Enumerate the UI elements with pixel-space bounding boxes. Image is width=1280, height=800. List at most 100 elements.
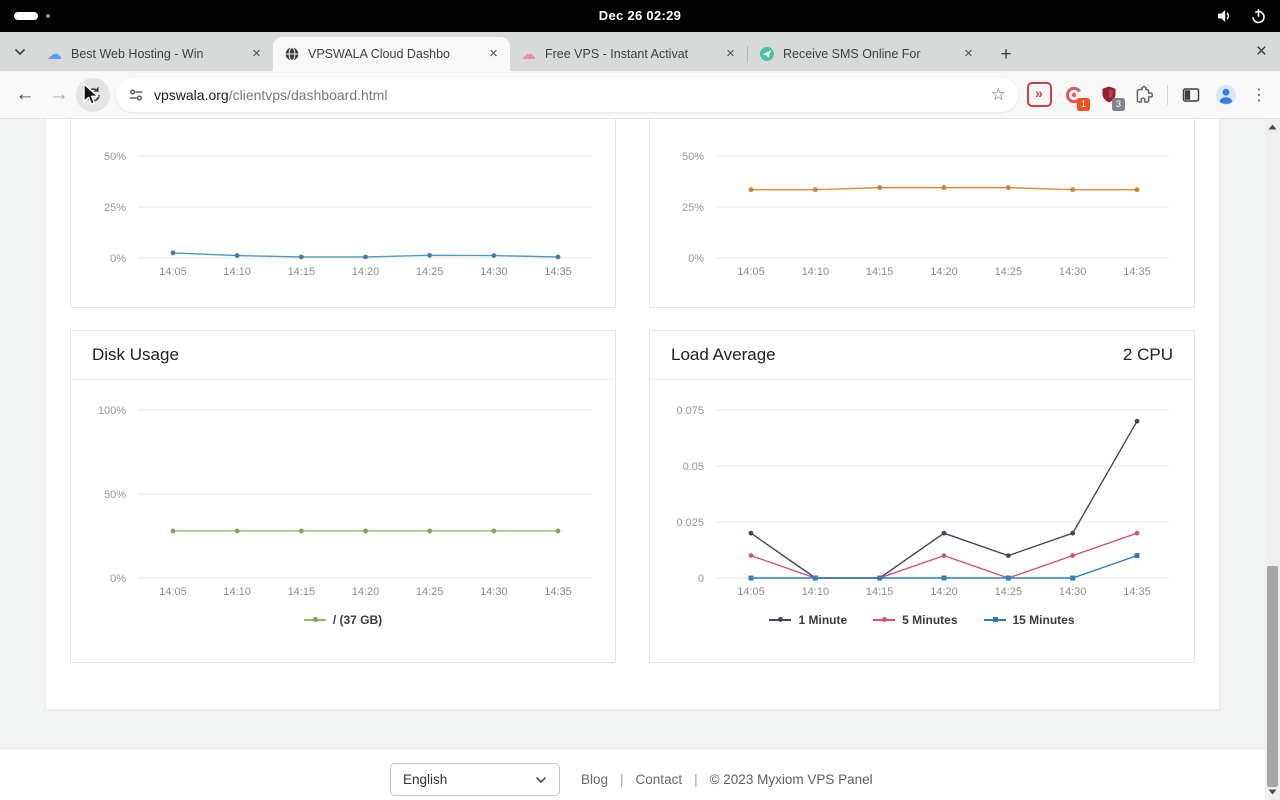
svg-text:14:30: 14:30 <box>480 266 508 278</box>
link-separator: | <box>694 772 698 787</box>
workspace-indicator-dot[interactable] <box>46 14 50 18</box>
legend-item[interactable]: / (37 GB) <box>303 613 382 627</box>
card-title: Load Average <box>671 345 776 364</box>
profile-avatar-icon[interactable] <box>1211 80 1241 110</box>
tab-search-button[interactable] <box>8 40 32 64</box>
fast-forward-extension-icon[interactable]: » <box>1024 80 1054 110</box>
blocker-extension-icon[interactable]: 1 <box>1059 80 1090 111</box>
card-header: Disk Usage <box>71 331 615 380</box>
side-panel-icon[interactable] <box>1176 80 1206 110</box>
svg-text:0.075: 0.075 <box>676 405 704 417</box>
legend-item[interactable]: 5 Minutes <box>873 613 958 627</box>
card-header: Load Average 2 CPU <box>650 331 1194 380</box>
bookmark-star-icon[interactable]: ☆ <box>990 84 1006 104</box>
toolbar-divider <box>1167 84 1168 105</box>
toolbar-icon-cluster: » 1 3 <box>1024 80 1272 111</box>
contact-link[interactable]: Contact <box>635 772 683 787</box>
svg-text:14:35: 14:35 <box>544 266 572 278</box>
usage-chart-card-top-left: 0% 25% 50% 14:05 14:10 14:15 14:20 14:25 14:30 14… <box>70 119 616 308</box>
svg-text:25%: 25% <box>682 202 704 214</box>
legend-item[interactable]: 15 Minutes <box>983 613 1075 627</box>
svg-text:14:15: 14:15 <box>288 266 316 278</box>
memory-usage-chart: 0% 25% 50% 14:05 14:10 14:15 14:20 14:25 14:30 14… <box>682 151 1169 278</box>
svg-text:14:25: 14:25 <box>995 586 1023 598</box>
svg-text:0%: 0% <box>688 253 704 265</box>
chevron-down-icon <box>535 776 547 784</box>
reload-button[interactable] <box>76 77 110 112</box>
tab-receive-sms[interactable]: Receive SMS Online For × <box>748 37 985 71</box>
svg-text:14:05: 14:05 <box>737 586 765 598</box>
svg-text:14:10: 14:10 <box>802 266 830 278</box>
svg-text:14:05: 14:05 <box>737 266 765 278</box>
site-settings-icon[interactable] <box>128 87 144 103</box>
shield-extension-icon[interactable]: 3 <box>1094 80 1125 111</box>
cloud-pink-favicon: ☁ <box>521 45 536 63</box>
svg-text:14:20: 14:20 <box>930 266 958 278</box>
disk-chart-legend: / (37 GB) <box>71 600 615 677</box>
address-bar[interactable]: vpswala.org/clientvps/dashboard.html ☆ <box>116 77 1018 112</box>
svg-text:14:35: 14:35 <box>1123 266 1151 278</box>
svg-text:14:05: 14:05 <box>159 586 187 598</box>
link-separator: | <box>620 772 624 787</box>
tabs-container: ☁ Best Web Hosting - Win × VPSWALA Cloud… <box>36 37 985 71</box>
page-scrollbar[interactable] <box>1265 119 1280 800</box>
cpu-count-label: 2 CPU <box>1122 345 1173 364</box>
extensions-puzzle-icon[interactable] <box>1129 80 1159 110</box>
tab-best-web-hosting[interactable]: ☁ Best Web Hosting - Win × <box>36 37 273 71</box>
load-average-card: Load Average 2 CPU 0 0.025 0.05 0.075 14:05 1… <box>649 330 1195 663</box>
forward-button[interactable]: → <box>49 83 69 105</box>
url-text: vpswala.org/clientvps/dashboard.html <box>154 86 388 103</box>
svg-text:14:30: 14:30 <box>1059 586 1087 598</box>
tab-label: Free VPS - Instant Activat <box>545 47 689 61</box>
svg-text:14:35: 14:35 <box>1123 586 1151 598</box>
footer-links: Blog | Contact | © 2023 Myxiom VPS Panel <box>581 763 873 796</box>
blog-link[interactable]: Blog <box>581 772 609 787</box>
extension-badge: 1 <box>1077 97 1090 111</box>
tab-vpswala-dashboard[interactable]: VPSWALA Cloud Dashbo × <box>273 37 510 71</box>
svg-text:14:15: 14:15 <box>866 586 894 598</box>
copyright-text: © 2023 Myxiom VPS Panel <box>709 772 873 787</box>
tab-close-icon[interactable]: × <box>489 44 498 62</box>
svg-text:0%: 0% <box>110 573 126 585</box>
browser-menu-icon[interactable]: ⋮ <box>1251 86 1267 104</box>
svg-text:100%: 100% <box>98 405 126 417</box>
scrollbar-thumb[interactable] <box>1267 566 1278 787</box>
back-button[interactable]: ← <box>15 83 35 105</box>
svg-text:14:25: 14:25 <box>416 266 444 278</box>
svg-text:14:10: 14:10 <box>802 586 830 598</box>
svg-text:0.025: 0.025 <box>676 517 704 529</box>
disk-usage-card: Disk Usage 0% 50% 100% 14:05 14:10 14:15 14:20… <box>70 330 616 663</box>
language-value: English <box>403 772 448 787</box>
scroll-up-arrow[interactable] <box>1265 120 1280 134</box>
svg-text:14:35: 14:35 <box>544 586 572 598</box>
scroll-down-arrow[interactable] <box>1265 785 1280 799</box>
legend-item[interactable]: 1 Minute <box>769 613 847 627</box>
svg-text:0%: 0% <box>110 253 126 265</box>
tab-separator <box>747 45 748 63</box>
browser-toolbar: ← → vpswala.org/clientvps/dashboard.html… <box>0 71 1280 119</box>
svg-text:14:30: 14:30 <box>480 586 508 598</box>
svg-text:14:25: 14:25 <box>416 586 444 598</box>
power-icon <box>1251 8 1266 24</box>
svg-text:14:10: 14:10 <box>223 586 251 598</box>
window-close-button[interactable]: × <box>1255 41 1267 62</box>
tab-free-vps[interactable]: ☁ Free VPS - Instant Activat × <box>510 37 747 71</box>
page-footer: English Blog | Contact | © 2023 Myxiom V… <box>0 748 1280 800</box>
cpu-usage-chart: 0% 25% 50% 14:05 14:10 14:15 14:20 14:25 14:30 14… <box>104 151 591 278</box>
svg-text:14:30: 14:30 <box>1059 266 1087 278</box>
svg-text:14:20: 14:20 <box>352 586 380 598</box>
tab-close-icon[interactable]: × <box>964 44 973 62</box>
svg-text:14:15: 14:15 <box>866 266 894 278</box>
svg-text:25%: 25% <box>104 202 126 214</box>
system-status-area[interactable] <box>1217 0 1266 32</box>
workspace-indicator-active[interactable] <box>14 12 38 20</box>
disk-usage-chart: 0% 50% 100% 14:05 14:10 14:15 14:20 14:25 14:30 1… <box>98 405 591 598</box>
volume-icon <box>1217 9 1234 23</box>
system-top-bar: Dec 26 02:29 <box>0 0 1280 32</box>
svg-text:50%: 50% <box>104 489 126 501</box>
system-clock[interactable]: Dec 26 02:29 <box>598 8 682 23</box>
tab-close-icon[interactable]: × <box>252 44 261 62</box>
new-tab-button[interactable]: + <box>1000 44 1012 65</box>
tab-close-icon[interactable]: × <box>726 44 735 62</box>
language-select[interactable]: English <box>390 763 560 796</box>
